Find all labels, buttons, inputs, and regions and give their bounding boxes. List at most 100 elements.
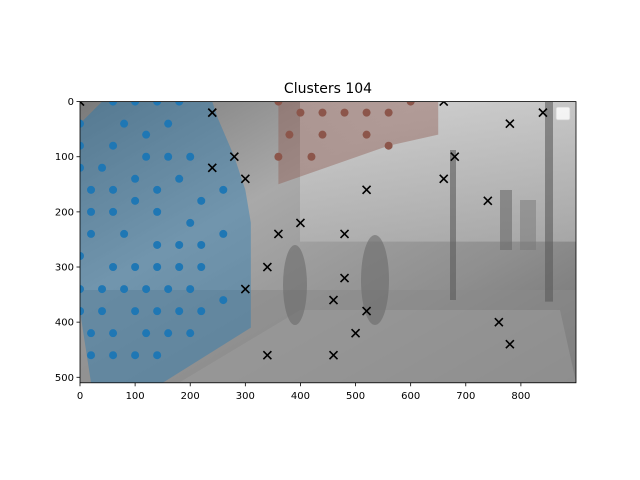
cluster-0-point-37 [131,263,140,272]
y-tick-label-3: 300 [55,263,74,274]
cluster-1-point-5 [362,108,371,117]
cluster-1-point-6 [384,108,393,117]
x-tick-0: 0 [77,382,83,402]
outlier-marker-9 [439,174,449,184]
outlier-marker-13 [273,229,283,239]
cluster-0-point-7 [131,101,140,106]
outlier-marker-16 [339,273,350,283]
cluster-0-point-24 [131,196,140,205]
outlier-marker-21 [350,328,361,338]
x-tick-1: 100 [126,382,145,402]
outlier-marker-12 [295,218,306,228]
legend-box [555,106,571,121]
x-tick-label-2: 200 [181,391,200,402]
outlier-marker-14 [339,229,350,239]
cluster-hull-1 [278,101,439,185]
cluster-1-point-10 [384,141,393,150]
cluster-0-point-50 [153,307,162,316]
cluster-0-point-48 [98,307,107,316]
cluster-0-point-20 [87,185,96,194]
cluster-0-point-28 [153,207,162,216]
cluster-0-point-9 [175,101,184,106]
plot-frame [79,101,577,384]
outlier-marker-1 [439,101,449,107]
outlier-marker-3 [538,108,548,118]
cluster-0-point-40 [197,263,206,272]
outlier-marker-20 [494,317,504,327]
cluster-0-point-12 [142,130,151,139]
cluster-0-point-30 [87,229,96,238]
x-tick-6: 600 [401,382,420,402]
x-tick-4: 400 [291,382,310,402]
x-tick-3: 300 [236,382,255,402]
x-tick-label-1: 100 [126,391,145,402]
cluster-0-point-25 [197,196,206,205]
y-tick-4: 400 [55,318,80,329]
outlier-marker-8 [240,174,250,184]
x-tick-7: 700 [456,382,475,402]
outlier-marker-19 [362,306,372,316]
cluster-0-point-56 [164,329,173,338]
y-tick-label-2: 200 [55,207,74,218]
cluster-0-point-52 [197,307,206,316]
y-axis: 0 100 200 300 400 500 [55,97,80,384]
x-tick-label-0: 0 [77,391,83,402]
cluster-1-point-7 [285,130,294,139]
cluster-0-point-21 [109,185,118,194]
cluster-0-point-49 [131,307,140,316]
outlier-marker-15 [262,262,272,272]
cluster-0-point-42 [120,285,129,294]
cluster-0-point-4 [80,285,84,294]
cluster-0-point-35 [197,240,206,249]
chart-title: Clusters 104 [284,81,372,97]
cluster-1-point-3 [318,108,327,117]
y-tick-label-4: 400 [55,318,74,329]
cluster-0-point-31 [120,229,129,238]
x-tick-label-8: 800 [511,391,530,402]
outlier-marker-7 [207,163,217,173]
x-tick-label-6: 600 [401,391,420,402]
outlier-marker-0 [80,101,85,107]
cluster-0-point-39 [175,263,184,272]
y-tick-5: 500 [55,373,80,384]
cluster-0-point-55 [142,329,151,338]
y-tick-1: 100 [55,152,80,163]
cluster-0-point-19 [175,174,184,183]
x-axis: 0 100 200 300 400 500 600 700 800 [77,382,530,402]
cluster-0-point-45 [186,285,195,294]
cluster-0-point-46 [219,296,228,305]
y-tick-label-5: 500 [55,373,74,384]
cluster-0-point-17 [98,163,107,172]
x-tick-label-7: 700 [456,391,475,402]
cluster-0-point-10 [120,119,129,128]
cluster-0-point-61 [153,351,162,360]
cluster-0-point-3 [80,251,84,260]
x-tick-5: 500 [346,382,365,402]
outlier-marker-11 [483,196,493,206]
outlier-marker-6 [450,152,460,162]
cluster-0-point-11 [164,119,173,128]
cluster-0-point-26 [87,207,96,216]
cluster-0-point-2 [80,163,84,172]
y-tick-label-0: 0 [68,97,74,108]
cluster-1-point-8 [318,130,327,139]
x-tick-label-5: 500 [346,391,365,402]
outlier-marker-22 [505,339,515,349]
cluster-0-point-41 [98,285,107,294]
outlier-markers [80,101,548,360]
cluster-0-point-32 [219,229,228,238]
cluster-0-point-34 [175,240,184,249]
outlier-marker-10 [362,185,372,195]
cluster-0-point-18 [131,174,140,183]
background-photo [80,101,576,383]
cluster-hull-0 [80,101,251,383]
cluster-0-point-43 [142,285,151,294]
y-tick-2: 200 [55,207,80,218]
cluster-0-point-22 [153,185,162,194]
cluster-0-point-44 [164,285,173,294]
cluster-0-point-59 [109,351,118,360]
cluster-0-point-51 [175,307,184,316]
cluster-0-point-6 [109,101,118,106]
cluster-0-point-54 [109,329,118,338]
cluster-0-point-14 [142,152,151,161]
